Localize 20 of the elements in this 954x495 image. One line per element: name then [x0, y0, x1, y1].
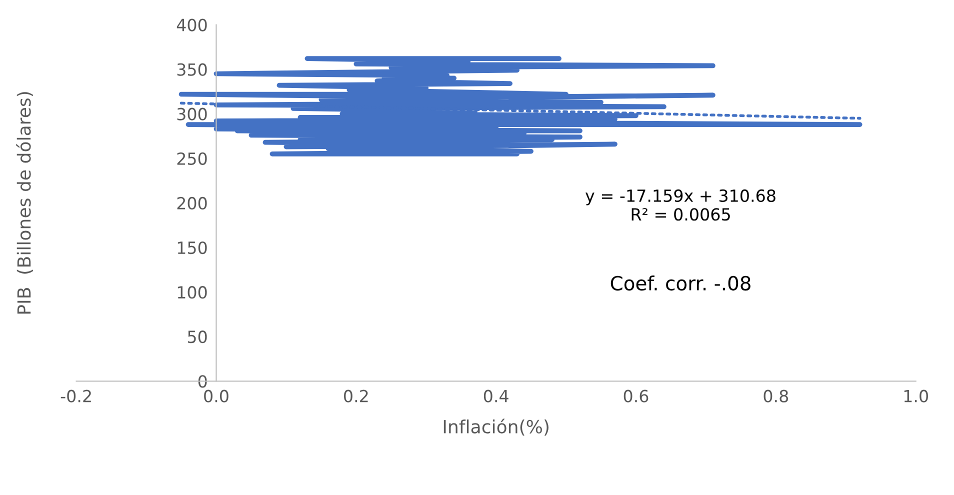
- y-tick-label: 350: [177, 63, 207, 76]
- x-tick-label: 0.4: [484, 390, 508, 402]
- annotation: y = -17.159x + 310.68 R² = 0.0065: [586, 189, 776, 221]
- y-tick-label: 150: [178, 241, 207, 254]
- x-tick-label: 0.6: [624, 390, 648, 402]
- y-axis-title: PIB (Billones de dólares): [16, 92, 33, 314]
- y-tick-label: 50: [188, 330, 207, 344]
- y-tick-label: 0: [198, 375, 207, 388]
- y-tick-label: 100: [178, 286, 207, 299]
- x-tick-label: -0.2: [60, 390, 91, 402]
- y-tick-label: 250: [177, 152, 207, 165]
- x-tick-label: 1.0: [904, 390, 928, 402]
- x-tick-label: 0.8: [764, 390, 788, 402]
- annotation: Coef. corr. -.08: [610, 276, 750, 291]
- x-tick-label: 0.2: [344, 390, 368, 402]
- x-tick-label: 0.0: [204, 390, 228, 402]
- y-tick-label: 300: [177, 108, 207, 120]
- y-tick-label: 200: [177, 196, 207, 210]
- y-tick-label: 400: [176, 18, 207, 32]
- x-axis-title: Inflación(%): [444, 418, 548, 436]
